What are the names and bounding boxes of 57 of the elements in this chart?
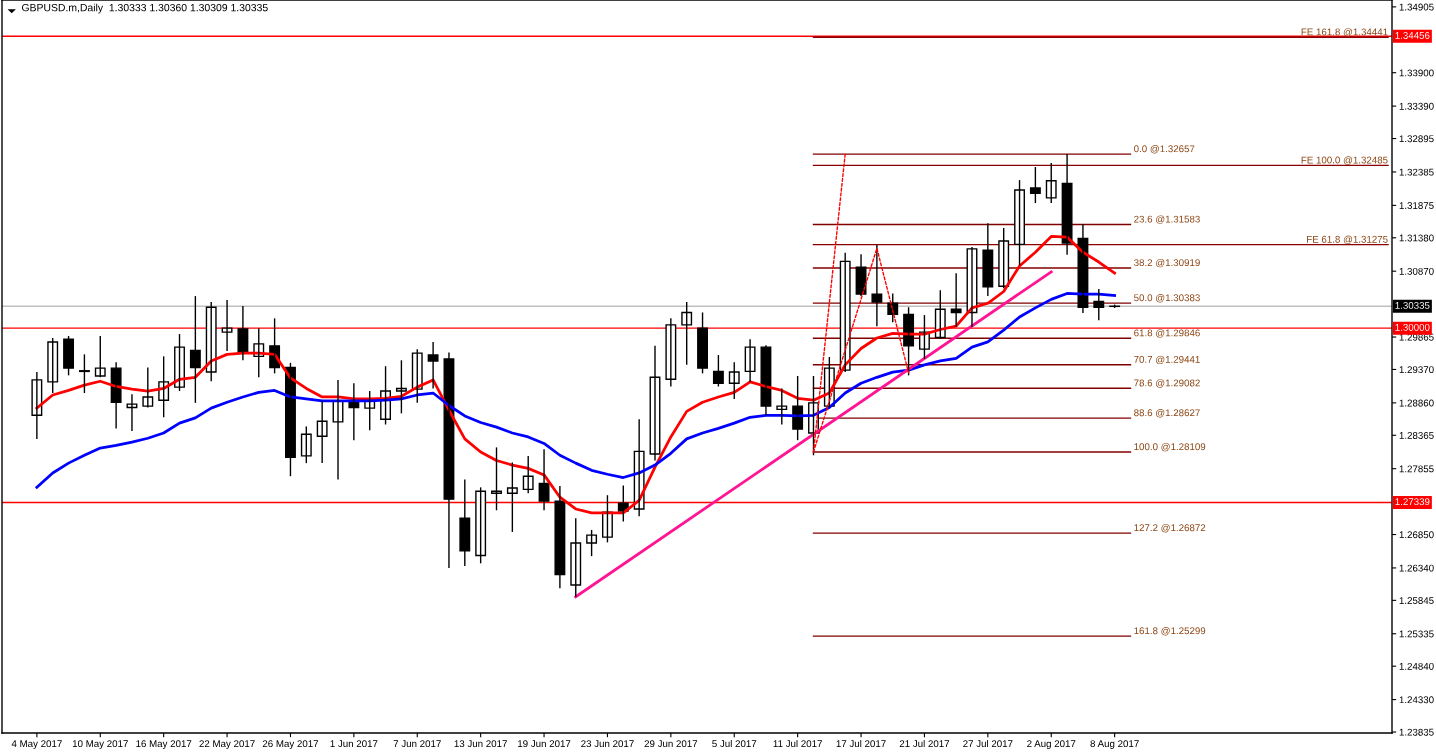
- ref-line-label: 161.8 @1.25299: [1134, 627, 1206, 636]
- chart-title: GBPUSD.m,Daily 1.30333 1.30360 1.30309 1.30335: [21, 3, 268, 14]
- y-tick-label: 1.29865: [1399, 333, 1434, 341]
- ref-line-label: 1.27339: [1395, 498, 1430, 506]
- x-tick-label: 1 Jun 2017: [330, 740, 378, 748]
- ref-line-label: 38.2 @1.30919: [1134, 258, 1200, 268]
- ref-line-label: 78.6 @1.29082: [1134, 379, 1200, 388]
- ref-line-label: 61.8 @1.29846: [1134, 329, 1200, 338]
- ref-line-label: 1.34456: [1395, 32, 1430, 39]
- x-tick-label: 16 May 2017: [136, 740, 192, 750]
- ref-line-label: 127.2 @1.26872: [1134, 524, 1206, 533]
- y-tick-label: 1.24840: [1399, 662, 1434, 670]
- y-tick-label: 1.28365: [1399, 432, 1434, 439]
- x-tick-label: 19 Jun 2017: [518, 740, 571, 748]
- y-tick-label: 1.28860: [1399, 399, 1434, 407]
- y-tick-label: 1.27855: [1399, 465, 1434, 473]
- ref-line-label: FE 61.8 @1.31275: [1307, 235, 1388, 244]
- ref-line-label: 70.7 @1.29441: [1134, 355, 1200, 365]
- ref-line-label: 0.0 @1.32657: [1134, 145, 1195, 154]
- ref-line-label: 1.30335: [1395, 301, 1430, 309]
- ref-line-label: FE 100.0 @1.32485: [1301, 156, 1388, 165]
- y-tick-label: 1.26850: [1399, 531, 1434, 539]
- ref-line-label: 100.0 @1.28109: [1134, 442, 1206, 452]
- ref-line-label: 88.6 @1.28627: [1134, 409, 1200, 418]
- y-tick-label: 1.25335: [1399, 630, 1434, 638]
- x-tick-label: 4 May 2017: [11, 740, 62, 750]
- x-tick-label: 13 Jun 2017: [454, 740, 507, 748]
- x-tick-label: 22 May 2017: [199, 740, 255, 750]
- ref-line-label: 50.0 @1.30383: [1134, 294, 1200, 303]
- ref-line-label: 23.6 @1.31583: [1134, 215, 1200, 224]
- y-tick-label: 1.23835: [1399, 728, 1434, 736]
- y-tick-label: 1.30870: [1399, 267, 1434, 275]
- x-tick-label: 8 Aug 2017: [1090, 740, 1139, 750]
- x-tick-label: 27 Jul 2017: [963, 739, 1013, 748]
- x-tick-label: 2 Aug 2017: [1027, 740, 1076, 750]
- y-tick-label: 1.25845: [1399, 597, 1434, 604]
- x-tick-label: 5 Jul 2017: [712, 739, 757, 748]
- y-tick-label: 1.24330: [1399, 696, 1434, 704]
- y-tick-label: 1.32385: [1399, 168, 1434, 176]
- x-tick-label: 11 Jul 2017: [773, 739, 822, 748]
- y-tick-label: 1.31380: [1399, 234, 1434, 242]
- y-tick-label: 1.26340: [1399, 564, 1434, 572]
- x-tick-label: 26 May 2017: [262, 740, 319, 750]
- y-tick-label: 1.31875: [1399, 202, 1434, 209]
- y-tick-label: 1.32895: [1399, 135, 1434, 143]
- ref-line-label: 1.30000: [1395, 323, 1430, 331]
- x-tick-label: 21 Jul 2017: [899, 739, 950, 748]
- x-tick-label: 17 Jul 2017: [836, 739, 886, 748]
- x-tick-label: 23 Jun 2017: [581, 740, 634, 748]
- ref-line-label: FE 161.8 @1.34441: [1301, 28, 1388, 37]
- x-tick-label: 10 May 2017: [72, 740, 128, 750]
- y-tick-label: 1.33900: [1399, 69, 1434, 77]
- y-tick-label: 1.33390: [1399, 102, 1434, 110]
- x-tick-label: 7 Jun 2017: [393, 740, 441, 748]
- y-tick-label: 1.34905: [1399, 3, 1434, 11]
- x-tick-label: 29 Jun 2017: [644, 740, 698, 748]
- y-tick-label: 1.29370: [1399, 366, 1434, 374]
